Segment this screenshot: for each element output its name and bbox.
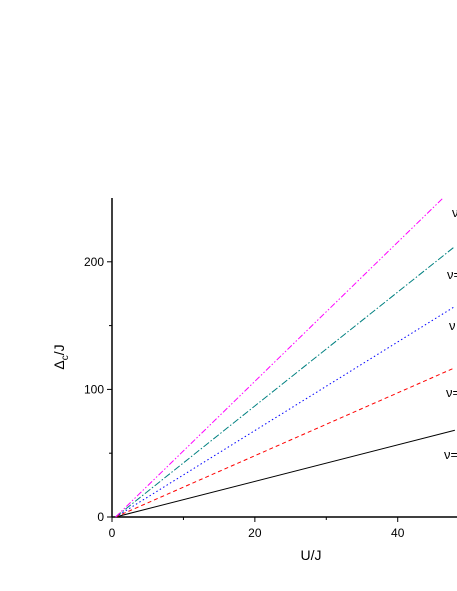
series-line [115, 306, 456, 518]
annotation: ν= [446, 385, 457, 400]
x-tick-label: 0 [109, 526, 116, 540]
annotation: ν [449, 318, 456, 333]
series-line [115, 367, 456, 518]
x-axis-label: U/J [301, 547, 322, 563]
plot-area [115, 198, 456, 518]
y-label-main: Δ [51, 360, 67, 369]
series-line [115, 429, 455, 518]
y-axis-label: Δc/J [51, 344, 71, 369]
x-tick-label: 20 [248, 526, 262, 540]
series-line [115, 198, 444, 518]
x-tick-label: 40 [391, 526, 405, 540]
y-label-sub: c [60, 355, 71, 360]
y-tick-label: 200 [84, 255, 104, 269]
y-tick-label: 0 [97, 510, 104, 524]
y-tick-label: 100 [84, 382, 104, 396]
series-line [115, 246, 456, 518]
y-label-tail: /J [51, 344, 67, 355]
annotation: ν= [447, 267, 457, 282]
annotation: ν [452, 205, 457, 220]
annotation: ν= [444, 447, 457, 462]
